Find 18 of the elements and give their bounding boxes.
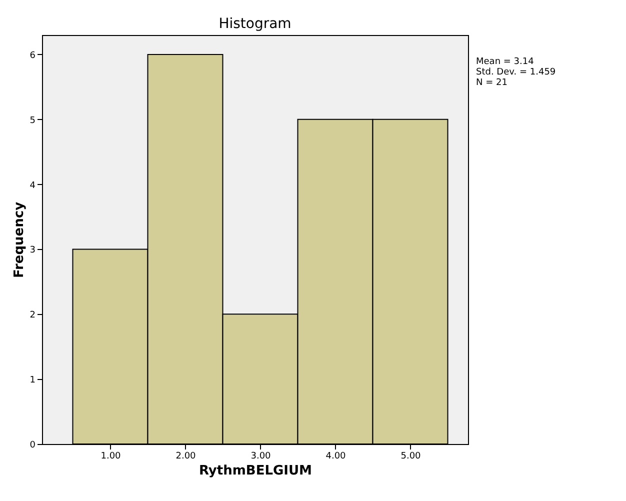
x-tick-label: 2.00	[176, 452, 196, 462]
chart-title: Histogram	[218, 16, 292, 32]
y-tick-label: 3	[30, 246, 36, 256]
y-tick-label: 6	[30, 50, 36, 61]
y-tick-label: 0	[30, 440, 36, 450]
y-tick-label: 5	[30, 116, 36, 126]
y-tick-label: 1	[30, 376, 36, 386]
x-tick-label: 4.00	[326, 452, 346, 462]
x-tick-label: 3.00	[250, 452, 272, 462]
text: Mean = 3.14	[476, 57, 534, 67]
x-tick-label: 5.00	[400, 452, 422, 462]
x-tick-label: 1.00	[100, 452, 122, 462]
y-tick-label: 4	[30, 180, 36, 191]
text: Std. Dev. = 1.459	[476, 68, 556, 78]
y-axis-title: Frequency	[12, 201, 27, 278]
y-tick-label: 2	[30, 310, 36, 321]
x-axis-title: RythmBELGIUM	[199, 464, 312, 478]
text: N = 21	[476, 78, 508, 88]
